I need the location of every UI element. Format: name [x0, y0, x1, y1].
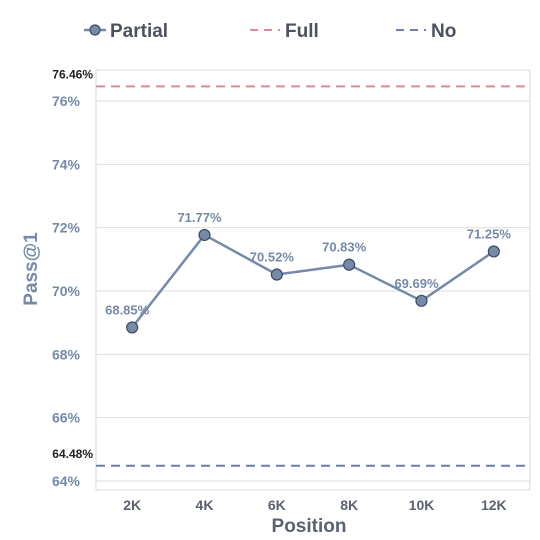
grid — [96, 100, 530, 482]
y-axis-ticks: 64% 66% 68% 70% 72% 74% 76% — [52, 93, 81, 489]
data-label: 70.83% — [322, 240, 367, 255]
legend-label-no: No — [431, 21, 456, 42]
reference-lines: 76.46% 64.48% — [52, 67, 530, 467]
x-tick-label: 10K — [409, 497, 435, 513]
data-point — [487, 245, 500, 258]
data-point — [126, 321, 139, 334]
y-axis-title: Pass@1 — [21, 232, 42, 306]
x-tick-label: 12K — [481, 497, 507, 513]
x-tick-label: 4K — [196, 497, 214, 513]
legend-marker-partial — [89, 24, 101, 36]
y-tick-label: 68% — [52, 346, 81, 362]
data-label: 71.25% — [467, 226, 512, 241]
x-axis-title: Position — [272, 516, 347, 537]
reference-label-full: 76.46% — [52, 67, 93, 81]
y-tick-label: 66% — [52, 410, 81, 426]
y-tick-label: 76% — [52, 93, 81, 109]
data-label: 69.69% — [394, 276, 439, 291]
legend-item-full: Full — [250, 21, 319, 42]
data-point — [415, 294, 428, 307]
y-tick-label: 72% — [52, 220, 81, 236]
data-point — [198, 228, 211, 242]
data-point — [270, 268, 283, 281]
series-partial — [126, 228, 500, 334]
y-tick-label: 74% — [52, 156, 81, 172]
data-point — [343, 258, 356, 271]
y-tick-label: 70% — [52, 283, 81, 299]
legend-item-no: No — [396, 21, 456, 42]
x-tick-label: 8K — [340, 497, 358, 513]
x-tick-label: 2K — [123, 497, 141, 513]
x-tick-label: 6K — [268, 497, 286, 513]
data-label: 68.85% — [105, 302, 150, 317]
legend-label-partial: Partial — [110, 21, 168, 42]
reference-label-no: 64.48% — [52, 447, 93, 461]
plot-frame — [95, 69, 531, 491]
x-axis-ticks: 2K 4K 6K 8K 10K 12K — [123, 497, 506, 513]
y-tick-label: 64% — [52, 473, 81, 489]
data-label: 71.77% — [177, 210, 222, 225]
legend-item-partial: Partial — [84, 21, 168, 42]
data-labels: 68.85% 71.77% 70.52% 70.83% 69.69% 71.25% — [105, 210, 511, 317]
series-line-partial — [131, 233, 495, 329]
legend-label-full: Full — [285, 21, 319, 42]
legend: Partial Full No — [84, 21, 456, 42]
data-label: 70.52% — [250, 250, 295, 265]
